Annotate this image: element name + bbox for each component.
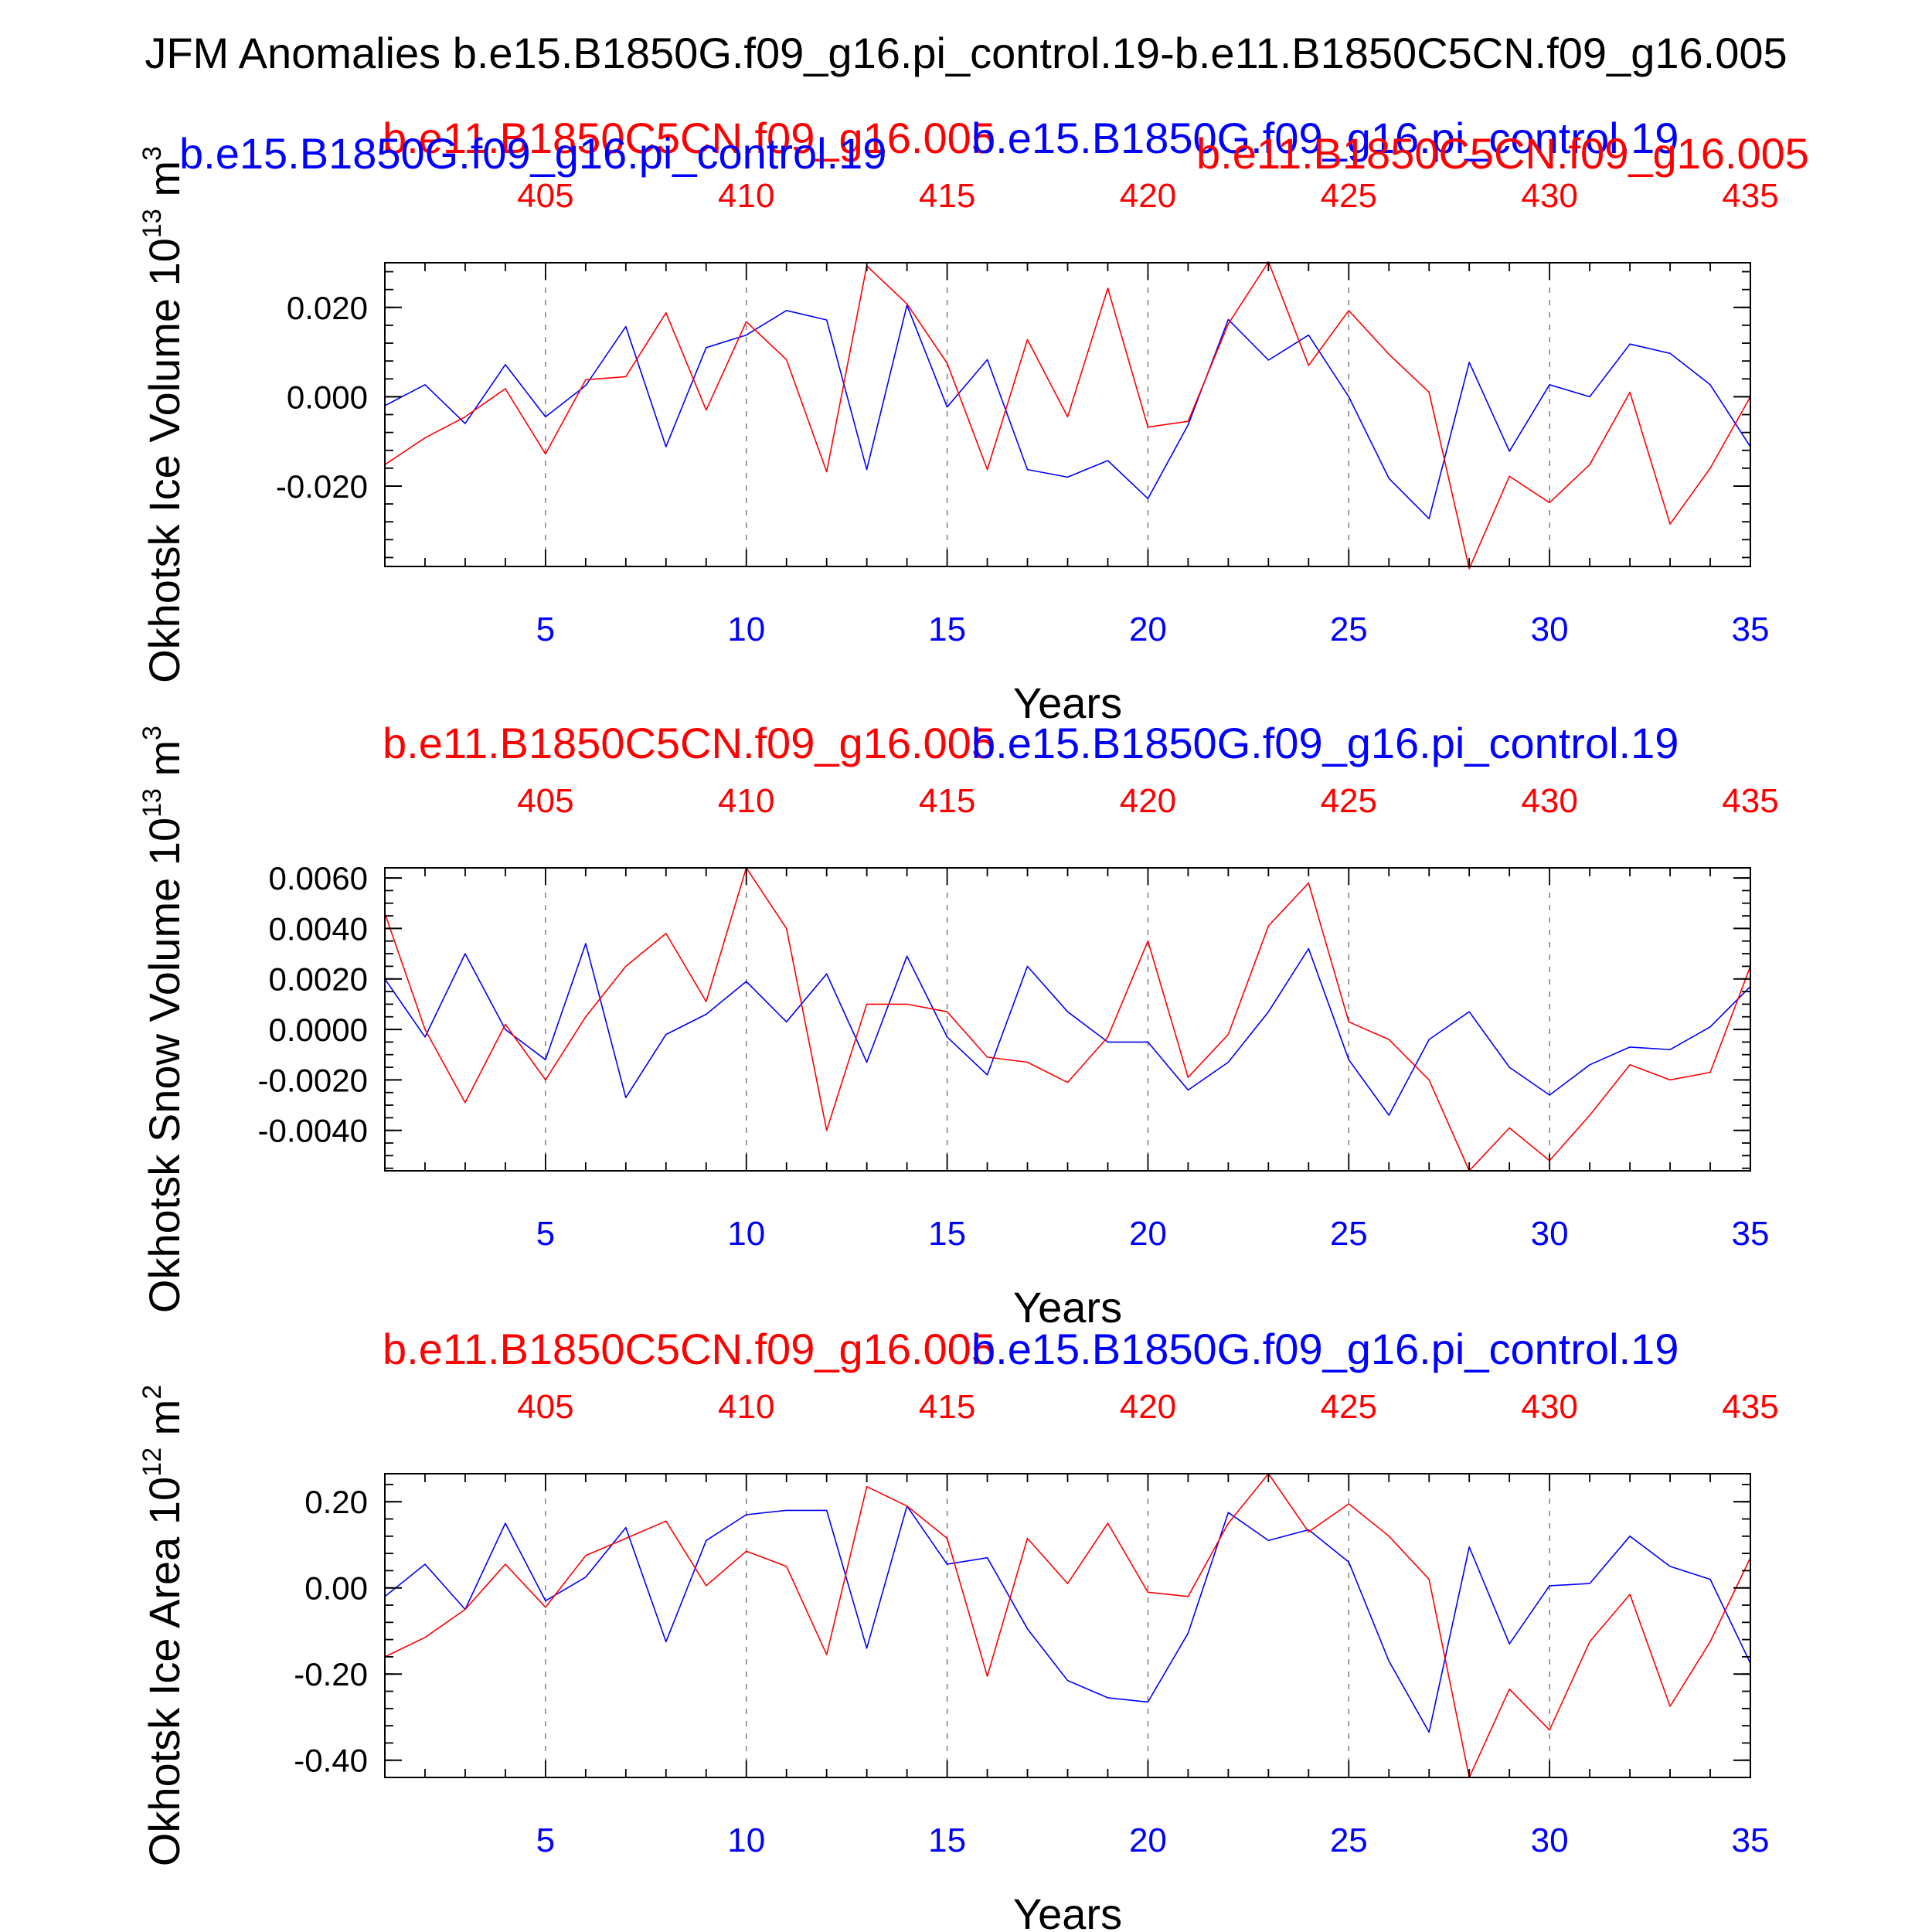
x-top-tick-label: 405	[517, 1388, 573, 1426]
case-label-left: b.e11.B1850C5CN.f09_g16.005	[383, 719, 995, 767]
y-axis-title-part: 13	[138, 209, 167, 238]
x-top-tick-label: 410	[718, 177, 774, 215]
series-line-c5cn	[384, 260, 1751, 570]
y-tick-label: -0.20	[294, 1656, 368, 1692]
y-tick-label: -0.0040	[258, 1113, 368, 1149]
y-axis-title-part: Okhotsk Ice Area 10	[140, 1477, 189, 1866]
plot-frame	[384, 867, 1751, 1172]
y-tick-label: 0.000	[287, 379, 368, 415]
y-tick-label: 0.0060	[269, 860, 368, 896]
y-axis-title-part: 2	[138, 1385, 167, 1400]
x-top-tick-label: 430	[1521, 177, 1577, 215]
y-axis-title-part: m	[140, 161, 189, 209]
y-tick-label: 0.00	[304, 1570, 368, 1607]
plot-frame	[384, 1473, 1751, 1778]
x-top-tick-label: 410	[718, 1388, 774, 1426]
x-top-tick-label: 415	[919, 177, 975, 215]
x-top-tick-label: 415	[919, 782, 975, 820]
y-axis-title: Okhotsk Ice Area 1012 m2	[138, 1385, 189, 1866]
x-tick-label: 20	[1129, 611, 1167, 648]
x-tick-label: 20	[1129, 1821, 1167, 1859]
y-axis-title-part: m	[140, 1400, 189, 1447]
y-axis-title-part: 12	[138, 1447, 167, 1477]
x-tick-label: 5	[536, 1821, 555, 1859]
y-tick-label: 0.0040	[269, 910, 368, 947]
plot-frame	[384, 262, 1751, 567]
x-tick-label: 30	[1531, 611, 1569, 648]
y-tick-label: 0.20	[304, 1484, 368, 1520]
x-tick-label: 25	[1330, 611, 1368, 648]
series-line-pi-control	[384, 1505, 1751, 1733]
x-tick-label: 35	[1732, 1821, 1770, 1859]
series-line-pi-control	[384, 943, 1751, 1116]
case-label-right: b.e15.B1850G.f09_g16.pi_control.19	[971, 1325, 1679, 1373]
x-tick-label: 20	[1129, 1215, 1167, 1253]
y-tick-label: -0.0020	[258, 1062, 368, 1098]
case-label-overlap-right: b.e11.B1850C5CN.f09_g16.005	[1196, 129, 1809, 178]
y-tick-label: 0.020	[287, 290, 368, 326]
x-tick-label: 15	[928, 1215, 966, 1253]
x-tick-label: 15	[928, 1821, 966, 1859]
y-tick-label: 0.0000	[269, 1012, 368, 1048]
x-axis-title: Years	[1013, 679, 1122, 727]
panel-3: 5 10 15 20 25 30 35 405 410 415 420 425 430 435 0.20 0.…	[138, 1325, 1779, 1932]
y-axis-title: Okhotsk Ice Volume 1013 m3	[138, 146, 189, 683]
x-top-tick-label: 430	[1521, 1388, 1577, 1426]
x-tick-label: 35	[1732, 1215, 1770, 1253]
y-axis-title-part: Okhotsk Snow Volume 10	[140, 818, 189, 1313]
x-tick-label: 25	[1330, 1215, 1368, 1253]
x-axis-title: Years	[1013, 1889, 1122, 1932]
y-axis-title-part: Okhotsk Ice Volume 10	[140, 238, 189, 683]
case-label-right: b.e15.B1850G.f09_g16.pi_control.19	[971, 114, 1679, 162]
x-top-tick-label: 420	[1120, 1388, 1176, 1426]
x-tick-label: 25	[1330, 1821, 1368, 1859]
x-tick-label: 35	[1732, 611, 1770, 648]
x-top-tick-label: 405	[517, 177, 573, 215]
case-label-right: b.e15.B1850G.f09_g16.pi_control.19	[971, 719, 1679, 767]
x-top-tick-label: 425	[1321, 177, 1377, 215]
y-tick-label: -0.40	[294, 1743, 368, 1779]
x-tick-label: 10	[727, 611, 765, 648]
x-top-tick-label: 435	[1722, 782, 1778, 820]
x-top-tick-label: 430	[1521, 782, 1577, 820]
x-tick-label: 5	[536, 611, 555, 648]
y-axis-title-part: 3	[138, 726, 167, 740]
x-tick-label: 10	[727, 1215, 765, 1253]
x-top-tick-label: 415	[919, 1388, 975, 1426]
x-tick-label: 30	[1531, 1821, 1569, 1859]
panel-2: 5 10 15 20 25 30 35 405 410 415 420 425 430 435 0.0060…	[138, 719, 1779, 1332]
x-tick-label: 10	[727, 1821, 765, 1859]
series-line-c5cn	[384, 867, 1751, 1172]
y-axis-title-part: m	[140, 740, 189, 788]
x-top-tick-label: 425	[1321, 782, 1377, 820]
y-axis-title-part: 3	[138, 146, 167, 161]
x-top-tick-label: 435	[1722, 1388, 1778, 1426]
case-label-left: b.e11.B1850C5CN.f09_g16.005	[383, 114, 995, 162]
case-label-left: b.e11.B1850C5CN.f09_g16.005	[383, 1325, 995, 1373]
x-top-tick-label: 410	[718, 782, 774, 820]
y-axis-title: Okhotsk Snow Volume 1013 m3	[138, 726, 189, 1313]
x-axis-title: Years	[1013, 1283, 1122, 1332]
x-top-tick-label: 405	[517, 782, 573, 820]
figure-title: JFM Anomalies b.e15.B1850G.f09_g16.pi_co…	[145, 29, 1787, 77]
x-tick-label: 30	[1531, 1215, 1569, 1253]
series-line-c5cn	[384, 1473, 1751, 1778]
y-tick-label: 0.0020	[269, 961, 368, 998]
x-tick-label: 15	[928, 611, 966, 648]
panel-1: 5 10 15 20 25 30 35 405 410 415 420 425 430 435 0.020 0…	[138, 114, 1809, 727]
x-top-tick-label: 425	[1321, 1388, 1377, 1426]
x-top-tick-label: 420	[1120, 177, 1176, 215]
case-label-overlap-left: b.e15.B1850G.f09_g16.pi_control.19	[179, 129, 886, 178]
series-line-pi-control	[384, 304, 1751, 520]
x-top-tick-label: 435	[1722, 177, 1778, 215]
x-tick-label: 5	[536, 1215, 555, 1253]
y-axis-title-part: 13	[138, 788, 167, 818]
x-top-tick-label: 420	[1120, 782, 1176, 820]
y-tick-label: -0.020	[276, 468, 368, 505]
